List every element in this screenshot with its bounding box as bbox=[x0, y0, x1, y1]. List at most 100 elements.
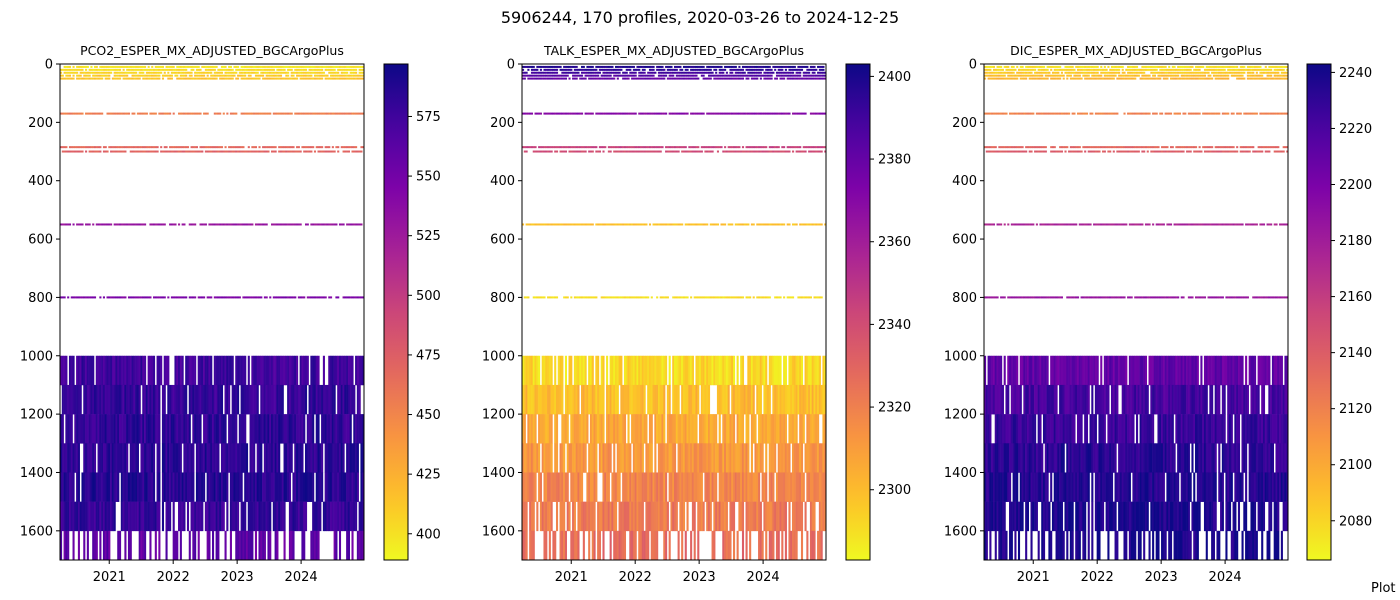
data-cell bbox=[532, 150, 535, 153]
data-cell bbox=[627, 384, 630, 415]
data-cell bbox=[120, 74, 123, 77]
data-cell bbox=[765, 68, 768, 71]
data-cell bbox=[330, 223, 333, 226]
data-cell bbox=[752, 74, 755, 77]
data-cell bbox=[573, 472, 576, 502]
data-cell bbox=[716, 74, 720, 77]
data-cell bbox=[631, 65, 634, 68]
data-cell bbox=[623, 501, 627, 532]
data-cell bbox=[217, 146, 220, 149]
data-cell bbox=[697, 530, 700, 561]
data-cell bbox=[276, 472, 279, 502]
data-cell bbox=[160, 355, 163, 386]
data-cell bbox=[541, 296, 544, 299]
data-cell bbox=[152, 74, 156, 77]
data-cell bbox=[552, 223, 555, 226]
data-cell bbox=[750, 71, 753, 74]
data-cell bbox=[99, 501, 102, 532]
data-cell bbox=[170, 223, 173, 226]
data-cell bbox=[88, 77, 91, 80]
data-cell bbox=[76, 472, 79, 502]
data-cell bbox=[330, 501, 333, 532]
data-cell bbox=[231, 296, 234, 299]
data-cell bbox=[119, 150, 122, 153]
data-cell bbox=[643, 355, 646, 386]
data-cell bbox=[167, 65, 170, 68]
data-cell bbox=[699, 414, 702, 444]
data-cell bbox=[656, 384, 659, 415]
data-cell bbox=[99, 384, 102, 415]
data-cell bbox=[303, 384, 306, 415]
data-cell bbox=[138, 530, 141, 561]
data-cell bbox=[679, 71, 682, 74]
data-cell bbox=[254, 112, 258, 115]
data-cell bbox=[85, 414, 88, 444]
data-cell bbox=[672, 68, 675, 71]
data-cell bbox=[555, 414, 559, 444]
data-cell bbox=[620, 530, 623, 561]
data-cell bbox=[563, 74, 566, 77]
data-cell bbox=[656, 77, 659, 80]
data-cell bbox=[240, 355, 243, 386]
data-cell bbox=[74, 112, 77, 115]
data-cell bbox=[322, 296, 325, 299]
data-cell bbox=[747, 74, 750, 77]
data-cell bbox=[679, 223, 682, 226]
data-cell bbox=[806, 146, 809, 149]
data-cell bbox=[265, 150, 268, 153]
data-cell bbox=[346, 112, 349, 115]
data-cell bbox=[199, 223, 202, 226]
data-cell bbox=[632, 146, 635, 149]
data-cell bbox=[690, 150, 693, 153]
data-cell bbox=[784, 150, 787, 153]
data-cell bbox=[779, 150, 782, 153]
data-cell bbox=[604, 296, 607, 299]
data-cell bbox=[313, 443, 317, 473]
data-cell bbox=[115, 65, 118, 68]
data-cell bbox=[784, 443, 787, 473]
data-cell bbox=[115, 443, 118, 473]
data-cell bbox=[598, 77, 601, 80]
data-cell bbox=[747, 296, 750, 299]
data-cell bbox=[632, 71, 635, 74]
data-cell bbox=[727, 65, 730, 68]
data-cell bbox=[641, 74, 644, 77]
data-cell bbox=[283, 443, 286, 473]
data-cell bbox=[743, 112, 746, 115]
data-cell bbox=[140, 71, 143, 74]
data-cell bbox=[335, 146, 338, 149]
data-cell bbox=[659, 146, 662, 149]
data-cell bbox=[335, 530, 338, 561]
data-cell bbox=[142, 146, 145, 149]
data-cell bbox=[229, 74, 232, 77]
data-cell bbox=[707, 146, 711, 149]
data-cell bbox=[768, 443, 771, 473]
data-cell bbox=[76, 223, 79, 226]
data-cell bbox=[138, 77, 141, 80]
data-cell bbox=[213, 65, 216, 68]
data-cell bbox=[663, 71, 666, 74]
data-cell bbox=[795, 384, 798, 415]
data-cell bbox=[643, 77, 646, 80]
data-cell bbox=[238, 68, 241, 71]
data-cell bbox=[797, 112, 800, 115]
data-cell bbox=[545, 355, 548, 386]
data-cell bbox=[338, 112, 342, 115]
data-cell bbox=[715, 414, 718, 444]
data-cell bbox=[715, 501, 718, 532]
data-cell bbox=[344, 146, 347, 149]
data-cell bbox=[102, 530, 106, 561]
data-cell bbox=[811, 71, 814, 74]
data-cell bbox=[219, 74, 222, 77]
data-cell bbox=[79, 355, 82, 386]
data-cell bbox=[650, 112, 653, 115]
data-cell bbox=[272, 472, 275, 502]
data-cell bbox=[699, 112, 702, 115]
data-cell bbox=[344, 112, 347, 115]
data-cell bbox=[817, 443, 820, 473]
data-cell bbox=[736, 414, 739, 444]
data-cell bbox=[340, 443, 343, 473]
data-cell bbox=[792, 296, 795, 299]
data-cell bbox=[613, 501, 616, 532]
data-cell bbox=[690, 530, 693, 561]
